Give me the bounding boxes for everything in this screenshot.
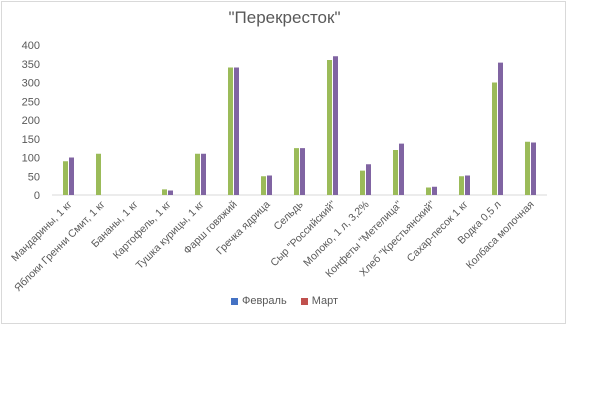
y-tick-label: 350: [22, 59, 40, 71]
bar-mar: [432, 186, 437, 195]
legend-label-mar: Март: [311, 295, 339, 307]
bar-mar: [168, 190, 173, 195]
bar-mar: [234, 67, 239, 195]
legend-swatch-mar: [300, 297, 308, 305]
legend: Февраль Март: [2, 295, 567, 307]
y-tick-label: 300: [22, 78, 40, 90]
y-tick-label: 50: [28, 171, 40, 183]
bar-feb: [327, 60, 332, 195]
chart-title: "Перекресток": [228, 8, 341, 27]
y-tick-label: 150: [22, 134, 40, 146]
bar-mar: [300, 148, 305, 195]
bar-mar: [465, 175, 470, 195]
legend-swatch-feb: [230, 297, 238, 305]
bar-feb: [459, 176, 464, 195]
bar-feb: [360, 170, 365, 195]
legend-item-feb: Февраль: [230, 295, 287, 307]
bar-feb: [426, 187, 431, 195]
bar-feb: [393, 150, 398, 195]
legend-item-mar: Март: [300, 295, 339, 307]
bar-mar: [531, 142, 536, 195]
bar-mar: [399, 143, 404, 195]
bar-mar: [267, 175, 272, 195]
bar-feb: [162, 189, 167, 195]
bar-feb: [228, 67, 233, 195]
bar-feb: [492, 82, 497, 195]
bar-mar: [201, 153, 206, 195]
legend-label-feb: Февраль: [241, 295, 287, 307]
bar-feb: [261, 176, 266, 195]
x-category-label: Картофель, 1 кг: [111, 199, 174, 262]
chart-frame: 0 50 100 150 200 250 300 350 400 Мандарины, 1 кг Я…: [1, 1, 566, 324]
bar-feb: [63, 161, 68, 195]
y-tick-label: 100: [22, 153, 40, 165]
y-tick-label: 250: [22, 96, 40, 108]
bar-mar: [498, 62, 503, 195]
x-category-label: Мандарины, 1 кг: [9, 199, 75, 265]
bar-mar: [69, 157, 74, 195]
bar-feb: [96, 153, 101, 195]
bar-mar: [333, 56, 338, 195]
y-tick-label: 400: [22, 40, 40, 52]
y-tick-label: 0: [34, 190, 40, 202]
bar-feb: [525, 141, 530, 195]
y-tick-label: 200: [22, 115, 40, 127]
bar-feb: [195, 153, 200, 195]
bar-mar: [366, 164, 371, 195]
bar-feb: [294, 148, 299, 195]
